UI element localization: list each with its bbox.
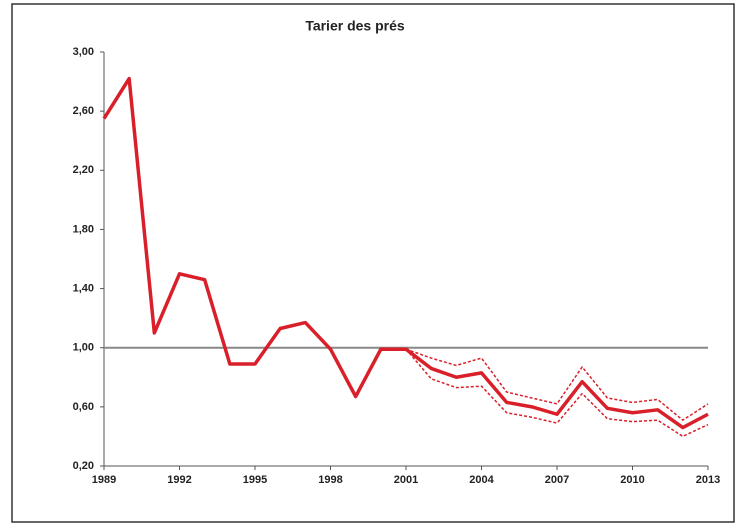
- x-tick-label: 2007: [545, 474, 569, 486]
- x-tick-label: 2001: [394, 474, 418, 486]
- x-tick-label: 2013: [696, 474, 720, 486]
- x-tick-label: 1995: [243, 474, 267, 486]
- y-tick-label: 0,20: [73, 460, 94, 472]
- y-tick-label: 2,60: [73, 105, 94, 117]
- series-line: [405, 348, 709, 438]
- x-tick-label: 1989: [92, 474, 116, 486]
- y-tick-label: 1,40: [73, 282, 94, 294]
- x-tick-label: 2010: [620, 474, 644, 486]
- x-tick-label: 2004: [469, 474, 494, 486]
- y-tick-label: 2,20: [73, 164, 94, 176]
- y-tick-label: 0,60: [73, 401, 94, 413]
- chart-frame: [11, 3, 735, 523]
- x-tick-label: 1992: [167, 474, 191, 486]
- y-tick-label: 3,00: [73, 46, 94, 58]
- series-line: [405, 348, 709, 421]
- y-tick-label: 1,00: [73, 342, 94, 354]
- chart-title: Tarier des prés: [305, 18, 405, 34]
- x-tick-label: 1998: [318, 474, 342, 486]
- y-tick-label: 1,80: [73, 223, 94, 235]
